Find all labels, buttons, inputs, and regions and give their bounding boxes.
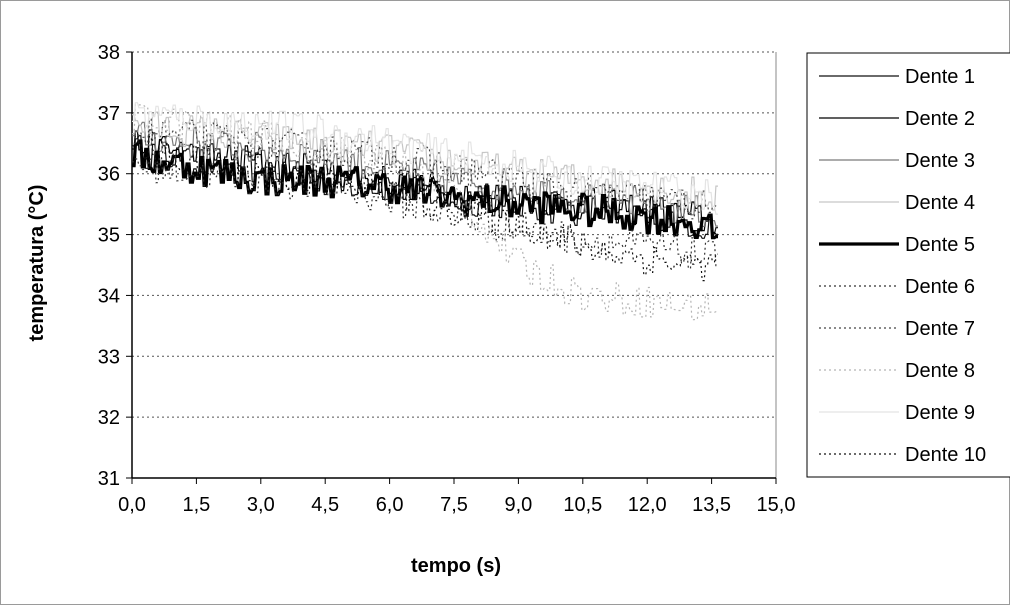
legend-label-1: Dente 1 <box>905 66 975 88</box>
x-axis-title: tempo (s) <box>411 555 501 577</box>
x-tick-label: 13,5 <box>692 494 731 516</box>
series-line-7 <box>132 118 718 220</box>
series-line-3 <box>132 121 718 228</box>
x-tick-label: 7,5 <box>440 494 468 516</box>
legend-label-3: Dente 3 <box>905 150 975 172</box>
axes <box>126 51 777 484</box>
x-tick-label: 10,5 <box>563 494 602 516</box>
legend-label-8: Dente 8 <box>905 360 975 382</box>
series-lines <box>132 102 718 321</box>
x-tick-label: 4,5 <box>311 494 339 516</box>
y-tick-label: 31 <box>98 468 120 490</box>
x-tick-label: 0,0 <box>118 494 146 516</box>
y-tick-label: 36 <box>98 164 120 186</box>
legend-label-6: Dente 6 <box>905 276 975 298</box>
legend-label-2: Dente 2 <box>905 108 975 130</box>
legend: Dente 1 Dente 2 Dente 3 Dente 4 Dente 5 Dente… <box>806 52 1010 478</box>
legend-label-10: Dente 10 <box>905 444 986 466</box>
series-line-5 <box>132 139 718 240</box>
y-tick-label: 37 <box>98 103 120 125</box>
x-tick-label: 6,0 <box>376 494 404 516</box>
legend-label-5: Dente 5 <box>905 234 975 256</box>
legend-label-4: Dente 4 <box>905 192 975 214</box>
x-tick-label: 15,0 <box>757 494 796 516</box>
y-tick-label: 35 <box>98 225 120 247</box>
y-tick-label: 34 <box>98 285 120 307</box>
series-line-10 <box>132 135 718 282</box>
y-axis-title: temperatura (°C) <box>26 185 48 342</box>
x-tick-label: 9,0 <box>504 494 532 516</box>
legend-box <box>806 52 1010 478</box>
gridlines <box>132 51 777 478</box>
y-tick-label: 33 <box>98 346 120 368</box>
x-tick-label: 1,5 <box>182 494 210 516</box>
y-tick-label: 32 <box>98 407 120 429</box>
x-tick-label: 12,0 <box>628 494 667 516</box>
legend-label-9: Dente 9 <box>905 402 975 424</box>
tick-labels: 31 32 33 34 35 36 37 38 0,0 1,5 3,0 4,5 6,0 7,5 9,0 10,… <box>98 42 796 516</box>
series-line-9 <box>132 102 718 215</box>
series-line-8 <box>132 103 718 321</box>
y-tick-label: 38 <box>98 42 120 64</box>
legend-label-7: Dente 7 <box>905 318 975 340</box>
x-tick-label: 3,0 <box>247 494 275 516</box>
